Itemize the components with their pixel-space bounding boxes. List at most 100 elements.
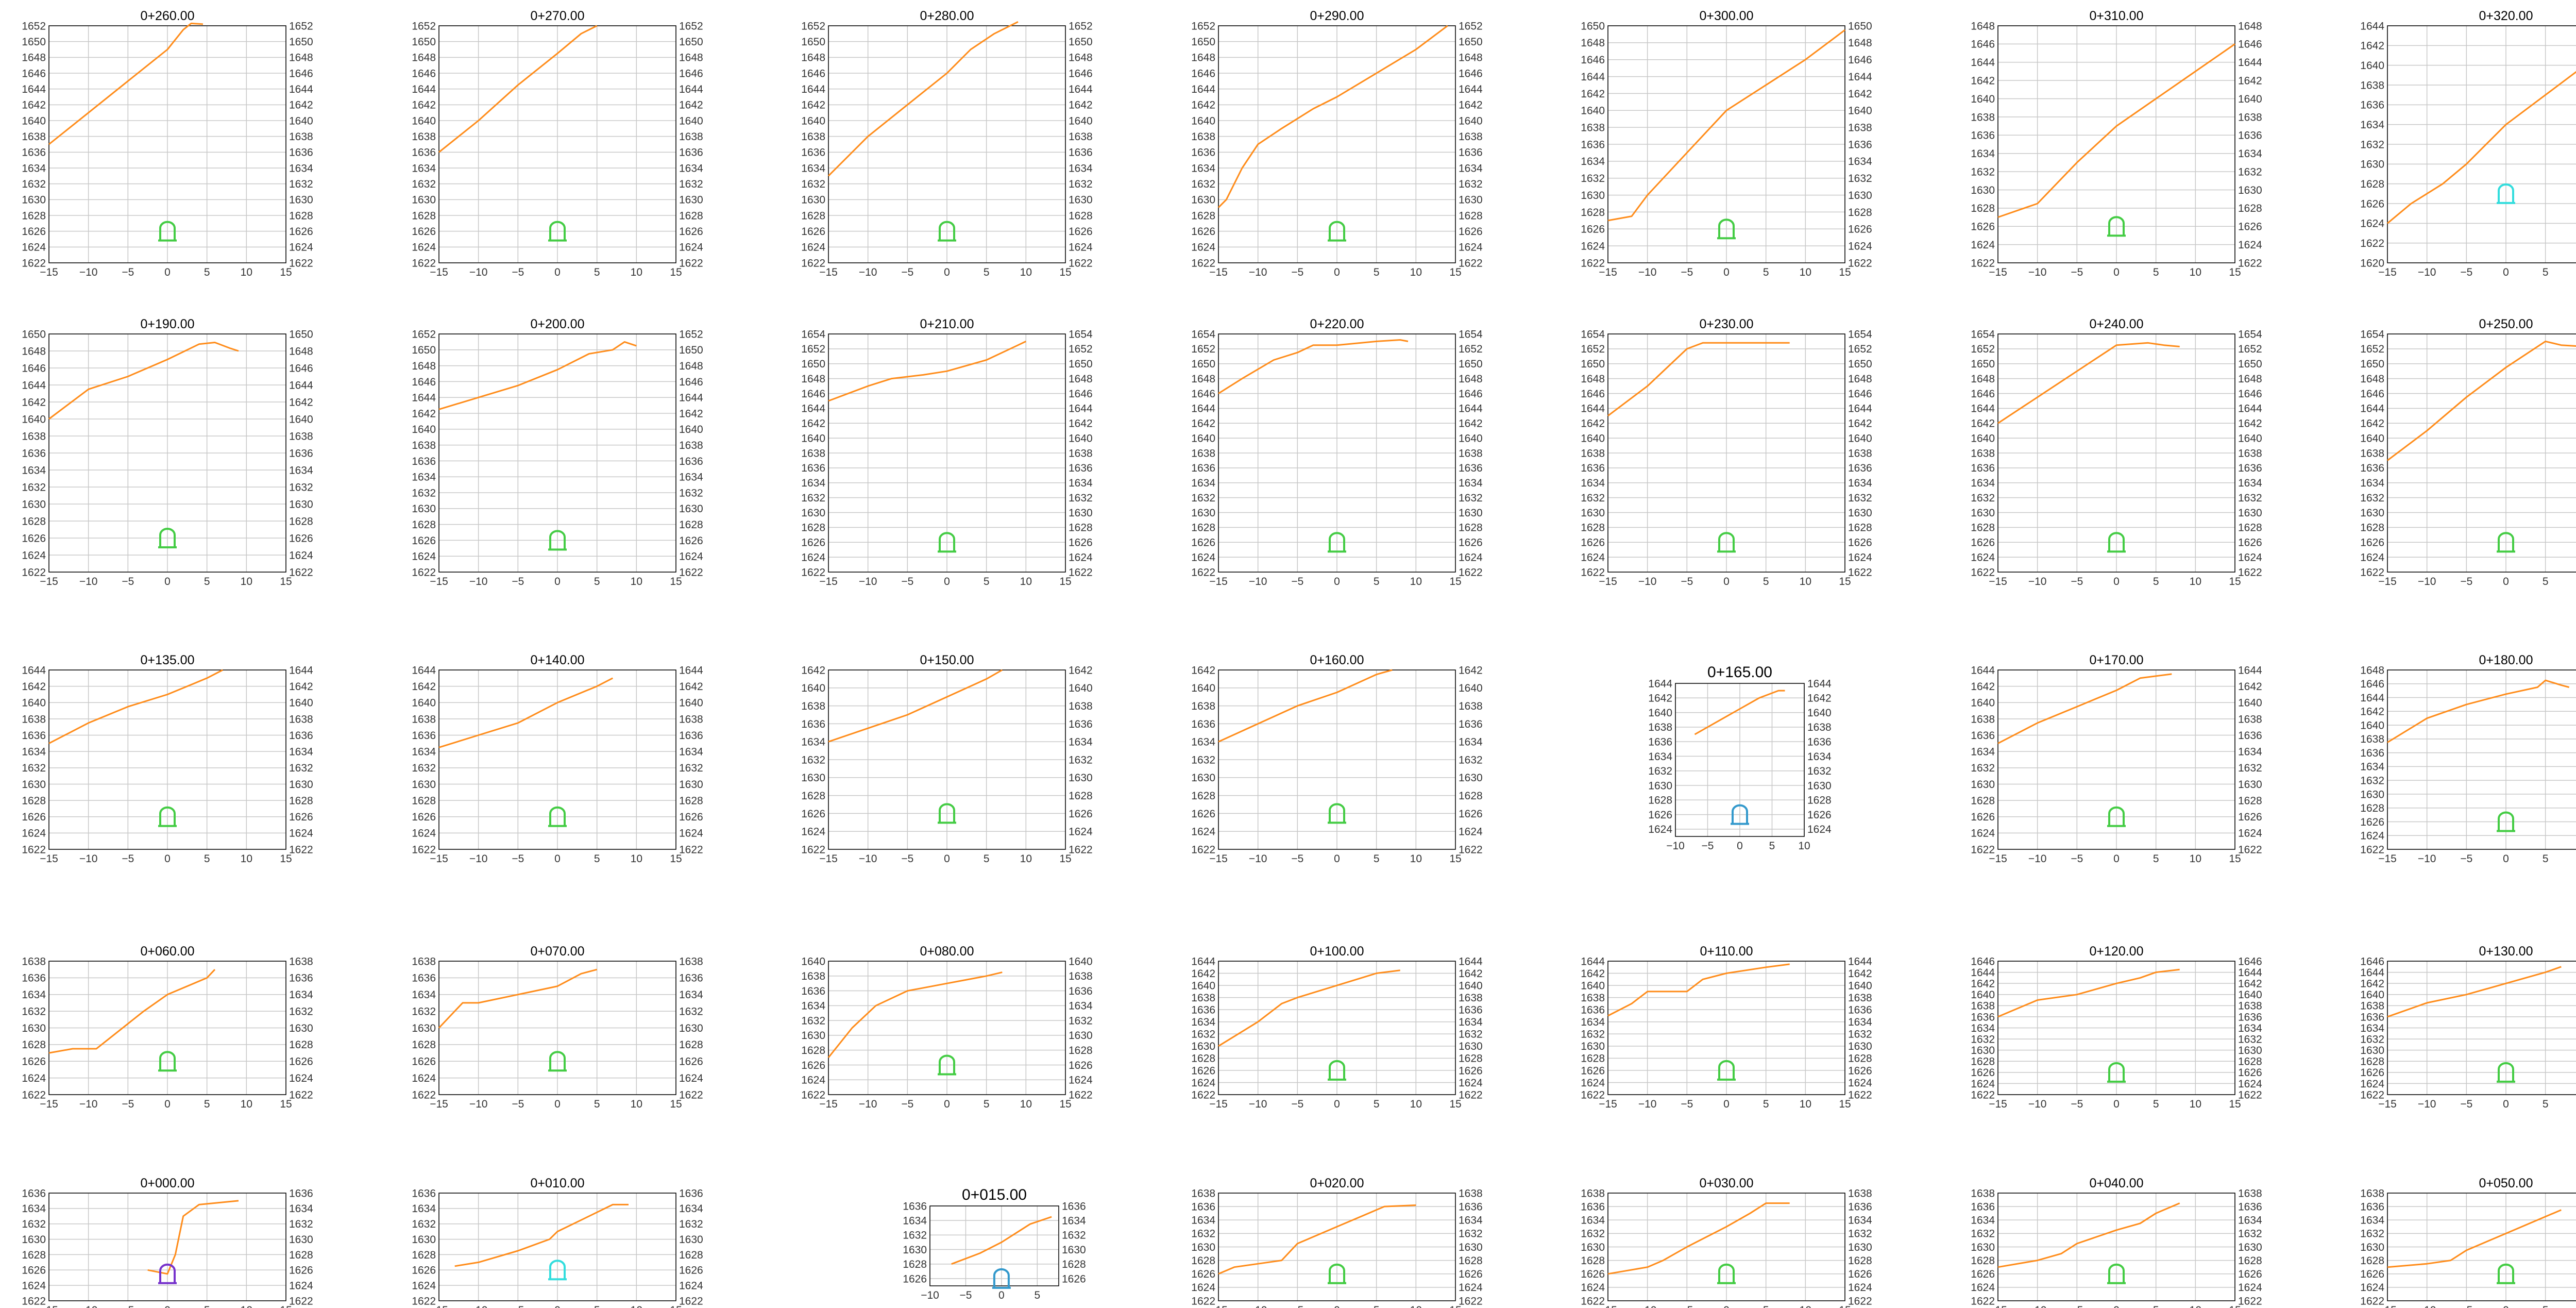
ground-profile-line [1997,342,2180,424]
x-tick-label: 15 [1059,853,1071,865]
y-tick-label-left: 1628 [1971,1056,1995,1068]
section-title: 0+160.00 [1310,653,1364,667]
y-tick-label-left: 1632 [1971,1228,1995,1240]
x-tick-label: −15 [1599,1304,1617,1308]
y-tick-label-right: 1644 [2238,967,2262,979]
y-tick-label-left: 1632 [1971,492,1995,504]
x-tick-label: 10 [2190,576,2201,588]
x-tick-label: −15 [2378,1304,2397,1308]
y-tick-label-left: 1650 [1971,358,1995,370]
y-tick-label-left: 1654 [2360,328,2384,340]
y-tick-label-right: 1636 [2238,462,2262,474]
y-tick-label-left: 1648 [801,373,825,385]
arch-tunnel-icon [1731,804,1749,825]
x-tick-label: 10 [1800,1098,1811,1110]
y-tick-label-left: 1626 [2360,1067,2384,1079]
x-tick-label: −15 [2378,853,2397,865]
y-tick-label-left: 1634 [1191,1016,1215,1028]
y-tick-label-left: 1626 [2360,198,2384,210]
x-tick-label: −15 [430,576,448,588]
y-tick-label-right: 1640 [2238,432,2262,444]
y-tick-label-left: 1626 [801,226,825,238]
x-tick-label: −5 [1702,840,1714,852]
y-tick-label-right: 1622 [2238,1295,2262,1307]
x-tick-label: 5 [2543,1098,2549,1110]
section-panel: 0+150.00 −15 −10 −5 0 5 10 15 1622 1622 1624 1624 16… [801,653,1093,865]
x-tick-label: 10 [1798,840,1810,852]
y-tick-label-left: 1628 [1581,1053,1605,1065]
y-tick-label-left: 1624 [22,828,46,840]
x-tick-label: 0 [1723,1098,1730,1110]
x-tick-label: 0 [1334,1098,1340,1110]
ground-profile-line [1218,339,1409,394]
y-tick-label-left: 1626 [1581,224,1605,236]
y-tick-label-left: 1632 [1971,1033,1995,1045]
y-tick-label-right: 1640 [1069,432,1093,444]
y-tick-label-right: 1648 [1848,373,1872,385]
y-tick-label-left: 1626 [412,811,436,823]
y-tick-label-right: 1634 [1848,1215,1872,1227]
y-tick-label-right: 1636 [289,447,313,459]
y-tick-label-right: 1646 [2238,388,2262,400]
y-tick-label-left: 1622 [1581,257,1605,269]
y-tick-label-right: 1632 [289,1218,313,1230]
y-tick-label-left: 1642 [1191,968,1215,980]
y-tick-label-right: 1650 [1848,20,1872,32]
y-tick-label-left: 1652 [2360,343,2384,355]
y-tick-label-left: 1646 [2360,388,2384,400]
section-title: 0+320.00 [2479,9,2533,23]
y-tick-label-left: 1622 [1971,844,1995,856]
y-tick-label-left: 1638 [1191,992,1215,1004]
x-tick-label: −15 [2378,1098,2397,1110]
y-tick-label-right: 1640 [2238,93,2262,105]
x-tick-label: −5 [901,266,913,278]
y-tick-label-left: 1628 [2360,178,2384,190]
y-tick-label-right: 1624 [1459,826,1483,838]
y-tick-label-right: 1646 [679,376,703,388]
section-title: 0+150.00 [920,653,974,667]
y-tick-label-right: 1642 [1848,88,1872,100]
y-tick-label-right: 1632 [1848,1228,1872,1240]
plot-area: −15−10−505101516221622162416241626162616… [1971,1187,2262,1308]
x-tick-label: −5 [1291,576,1303,588]
y-tick-label-left: 1638 [412,955,436,967]
y-tick-label-left: 1622 [412,566,436,578]
y-tick-label-right: 1626 [1459,1268,1483,1280]
y-tick-label-left: 1632 [412,1218,436,1230]
y-tick-label-left: 1624 [412,242,436,254]
y-tick-label-left: 1628 [1191,210,1215,222]
y-tick-label-left: 1644 [412,664,436,676]
y-tick-label-right: 1638 [2238,111,2262,123]
y-tick-label-left: 1646 [1971,39,1995,51]
x-tick-label: 15 [670,266,682,278]
y-tick-label-right: 1626 [289,1265,313,1277]
x-tick-label: 0 [164,1098,171,1110]
x-tick-label: 5 [594,853,600,865]
x-tick-label: 0 [164,266,171,278]
y-tick-label-right: 1630 [1848,190,1872,202]
y-tick-label-right: 1626 [1848,1065,1872,1077]
y-tick-label-left: 1640 [2360,432,2384,444]
y-tick-label-right: 1638 [679,131,703,143]
y-tick-label-right: 1628 [289,515,313,527]
x-tick-label: 15 [1449,853,1461,865]
arch-tunnel-icon [2497,811,2515,832]
y-tick-label-left: 1644 [1971,403,1995,415]
section-title: 0+280.00 [920,9,974,23]
y-tick-label-left: 1624 [412,551,436,563]
y-tick-label-left: 1638 [801,447,825,459]
y-tick-label-right: 1624 [679,1280,703,1292]
y-tick-label-right: 1636 [289,1187,313,1199]
y-tick-label-left: 1650 [2360,358,2384,370]
y-tick-label-left: 1652 [1971,343,1995,355]
y-tick-label-left: 1636 [801,985,825,997]
x-tick-label: 0 [554,266,561,278]
plot-frame [1218,333,1456,573]
y-tick-label-left: 1648 [412,360,436,372]
y-tick-label-left: 1624 [412,1280,436,1292]
y-tick-label-right: 1634 [289,464,313,476]
y-tick-label-left: 1630 [2360,789,2384,800]
